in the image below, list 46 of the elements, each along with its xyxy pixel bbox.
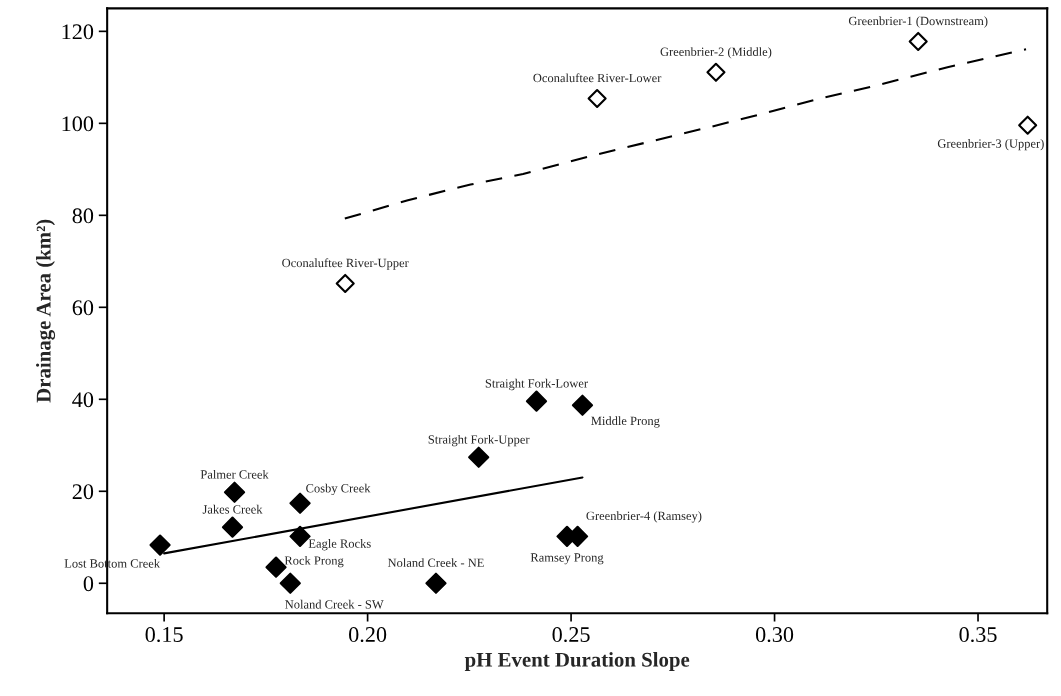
annotation: Straight Fork-Lower xyxy=(485,378,588,391)
x-tick-label: 0.25 xyxy=(552,627,590,643)
annotation: Greenbrier-4 (Ramsey) xyxy=(586,511,702,523)
point xyxy=(1018,115,1038,135)
annotation: Ramsey Prong xyxy=(530,553,604,565)
annotation: Noland Creek - NE xyxy=(387,558,484,567)
y-tick-label: 20 xyxy=(72,484,94,500)
annotation: Oconaluftee River-Upper xyxy=(282,258,409,270)
annotation: Oconaluftee River-Lower xyxy=(533,73,662,83)
point xyxy=(279,572,301,594)
y-axis-title: Drainage Area (km²) xyxy=(36,219,56,403)
point xyxy=(221,516,244,538)
point xyxy=(265,556,287,578)
y-tick-label: 0 xyxy=(83,576,94,592)
x-axis-title: pH Event Duration Slope xyxy=(464,652,690,671)
x-tick-label: 0.20 xyxy=(349,627,387,643)
annotation: Greenbrier-3 (Upper) xyxy=(937,138,1044,151)
point xyxy=(149,534,171,556)
y-tick-label: 80 xyxy=(72,208,94,224)
point xyxy=(468,446,490,468)
y-tick-label: 100 xyxy=(62,116,94,132)
point xyxy=(525,390,548,412)
point xyxy=(335,273,355,293)
y-tick-label: 60 xyxy=(72,300,94,316)
annotation: Rock Prong xyxy=(284,555,344,568)
point xyxy=(908,31,928,52)
annotation: Greenbrier-1 (Downstream) xyxy=(848,16,988,28)
annotation: Noland Creek - SW xyxy=(285,599,384,609)
annotation: Cosby Creek xyxy=(306,483,371,496)
point xyxy=(571,394,594,416)
y-tick-label: 40 xyxy=(72,392,94,408)
point xyxy=(706,62,726,82)
annotation: Greenbrier-2 (Middle) xyxy=(660,47,772,59)
x-tick-label: 0.30 xyxy=(755,627,794,643)
annotation: Straight Fork-Upper xyxy=(428,434,530,447)
x-tick-label: 0.35 xyxy=(959,627,997,643)
point xyxy=(289,525,311,547)
point xyxy=(587,88,607,109)
annotation: Middle Prong xyxy=(591,416,660,428)
point xyxy=(223,481,246,503)
annotation: Eagle Rocks xyxy=(308,539,371,551)
annotation: Palmer Creek xyxy=(200,469,269,479)
y-tick-label: 120 xyxy=(62,24,94,40)
x-tick-label: 0.15 xyxy=(145,627,183,643)
point xyxy=(425,572,447,594)
annotation: Jakes Creek xyxy=(202,504,263,514)
